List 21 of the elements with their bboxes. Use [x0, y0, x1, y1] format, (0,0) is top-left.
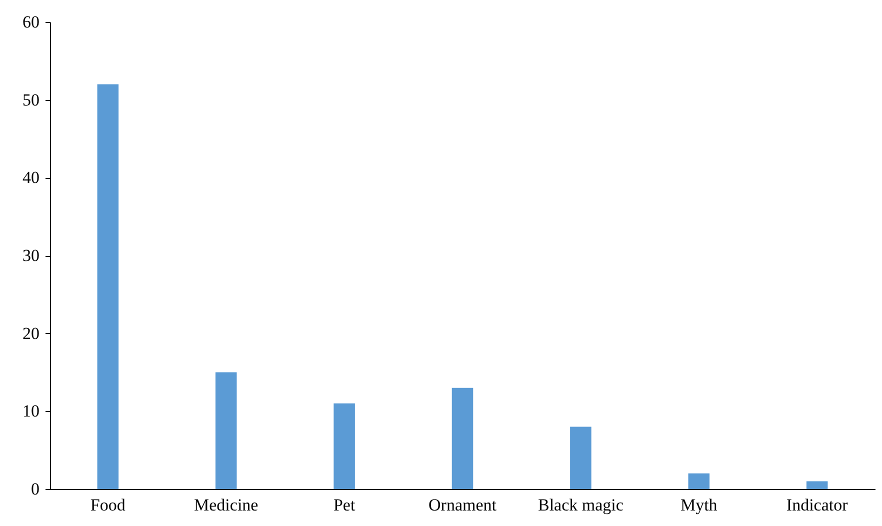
bar [688, 473, 710, 489]
bar [806, 481, 828, 489]
bar [570, 426, 592, 489]
bar [97, 84, 119, 489]
bar [215, 372, 237, 489]
x-tick-label: Myth [680, 496, 718, 514]
bar [334, 403, 355, 489]
y-tick-label: 60 [22, 12, 40, 32]
y-tick-label: 10 [22, 402, 40, 421]
y-tick-label: 30 [22, 246, 40, 265]
y-tick-label: 20 [22, 324, 40, 343]
x-tick-label: Pet [333, 496, 356, 514]
y-tick-label: 40 [22, 168, 40, 188]
x-tick-label: Indicator [786, 496, 848, 514]
y-tick-label: 50 [22, 90, 40, 110]
x-tick-label: Medicine [194, 496, 258, 514]
x-tick-label: Black magic [538, 496, 624, 514]
x-tick-label: Food [90, 496, 126, 514]
x-tick-label: Ornament [428, 496, 497, 514]
y-tick-label: 0 [31, 480, 40, 498]
bar [452, 388, 474, 489]
